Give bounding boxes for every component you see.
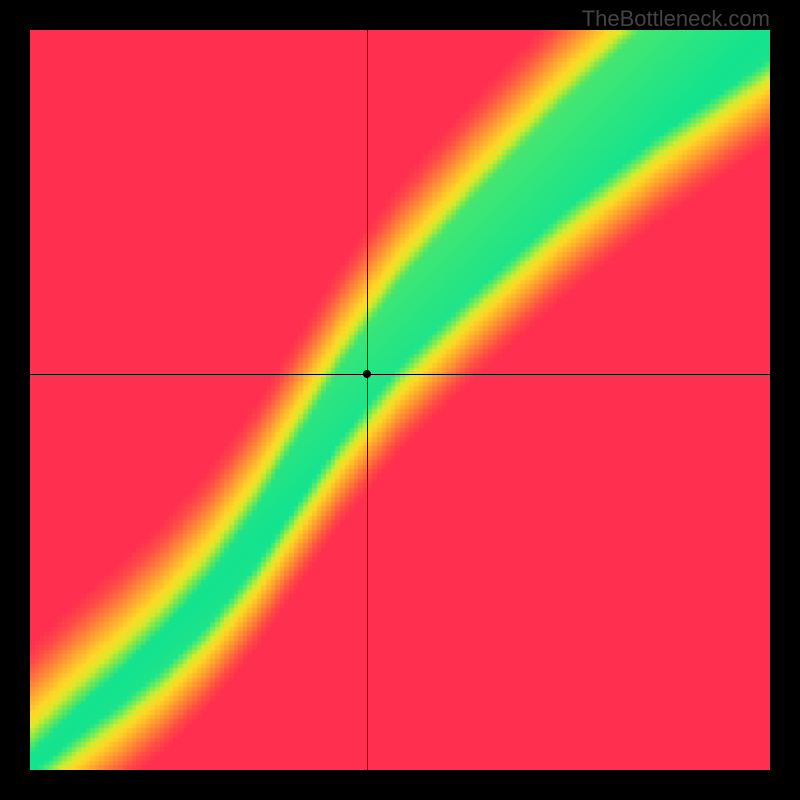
heatmap-plot (30, 30, 770, 770)
crosshair-vertical (367, 30, 368, 770)
heatmap-canvas (30, 30, 770, 770)
crosshair-horizontal (30, 374, 770, 375)
crosshair-marker (363, 370, 371, 378)
chart-container: TheBottleneck.com (0, 0, 800, 800)
watermark-text: TheBottleneck.com (582, 6, 770, 32)
